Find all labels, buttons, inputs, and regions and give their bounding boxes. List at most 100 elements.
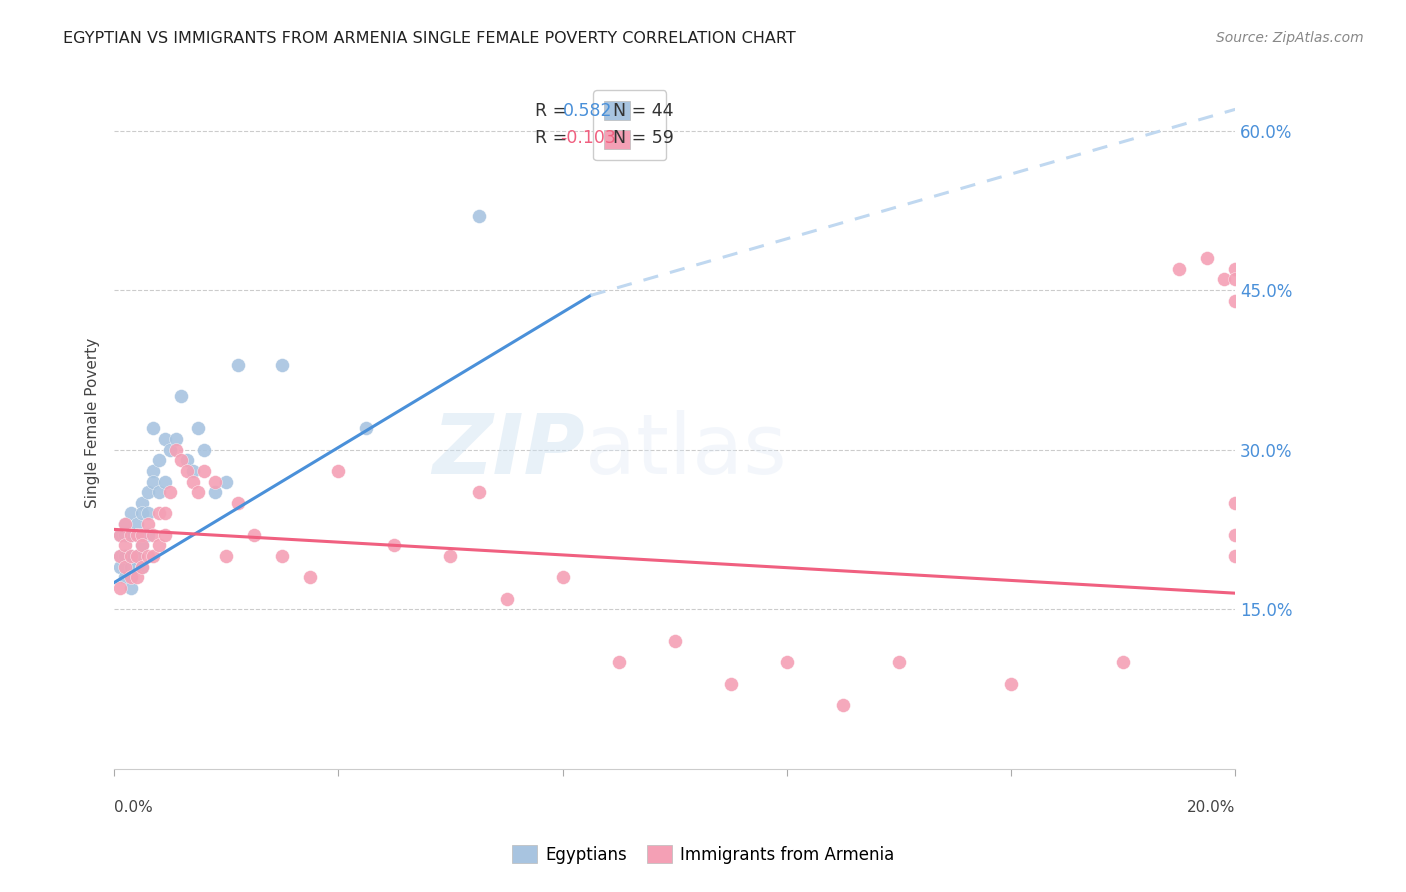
Point — [131, 538, 153, 552]
Point — [142, 475, 165, 489]
Legend:   ,   : , — [593, 90, 666, 161]
Point — [1168, 261, 1191, 276]
Text: 0.0%: 0.0% — [114, 800, 153, 814]
Point — [153, 527, 176, 541]
Legend: Egyptians, Immigrants from Armenia: Egyptians, Immigrants from Armenia — [505, 838, 901, 871]
Point — [170, 453, 193, 467]
Point — [131, 527, 153, 541]
Point — [776, 656, 799, 670]
Point — [1225, 527, 1247, 541]
Point — [356, 421, 378, 435]
Point — [1197, 251, 1219, 265]
Point — [664, 634, 686, 648]
Point — [114, 570, 136, 584]
Point — [165, 442, 187, 457]
Text: atlas: atlas — [585, 410, 787, 491]
Point — [125, 527, 148, 541]
Point — [125, 549, 148, 563]
Point — [193, 464, 215, 478]
Point — [125, 527, 148, 541]
Point — [114, 559, 136, 574]
Point — [204, 475, 226, 489]
Point — [136, 549, 159, 563]
Point — [120, 559, 142, 574]
Point — [551, 570, 574, 584]
Point — [125, 570, 148, 584]
Point — [226, 358, 249, 372]
Point — [120, 527, 142, 541]
Point — [131, 559, 153, 574]
Point — [1225, 496, 1247, 510]
Point — [187, 421, 209, 435]
Point — [299, 570, 322, 584]
Point — [114, 517, 136, 532]
Point — [120, 549, 142, 563]
Point — [125, 549, 148, 563]
Point — [720, 676, 742, 690]
Point — [271, 549, 294, 563]
Point — [1225, 549, 1247, 563]
Point — [148, 507, 170, 521]
Point — [120, 549, 142, 563]
Point — [131, 496, 153, 510]
Text: Source: ZipAtlas.com: Source: ZipAtlas.com — [1216, 31, 1364, 45]
Point — [108, 527, 131, 541]
Point — [153, 475, 176, 489]
Point — [108, 549, 131, 563]
Point — [384, 538, 406, 552]
Point — [328, 464, 350, 478]
Point — [226, 496, 249, 510]
Point — [114, 538, 136, 552]
Point — [153, 432, 176, 446]
Point — [193, 442, 215, 457]
Point — [467, 485, 489, 500]
Point — [148, 453, 170, 467]
Point — [131, 527, 153, 541]
Point — [136, 527, 159, 541]
Point — [148, 485, 170, 500]
Text: 0.582: 0.582 — [562, 102, 612, 120]
Point — [215, 549, 238, 563]
Point — [1112, 656, 1135, 670]
Point — [142, 464, 165, 478]
Point — [170, 389, 193, 403]
Point — [1000, 676, 1022, 690]
Point — [176, 453, 198, 467]
Text: R =: R = — [534, 102, 572, 120]
Point — [831, 698, 853, 712]
Point — [176, 464, 198, 478]
Point — [120, 507, 142, 521]
Point — [142, 421, 165, 435]
Point — [467, 209, 489, 223]
Point — [131, 538, 153, 552]
Point — [271, 358, 294, 372]
Point — [114, 527, 136, 541]
Point — [1225, 272, 1247, 286]
Text: R =: R = — [534, 129, 572, 147]
Point — [159, 485, 181, 500]
Point — [887, 656, 910, 670]
Point — [204, 485, 226, 500]
Point — [131, 559, 153, 574]
Point — [114, 517, 136, 532]
Point — [114, 549, 136, 563]
Y-axis label: Single Female Poverty: Single Female Poverty — [86, 338, 100, 508]
Point — [181, 475, 204, 489]
Point — [142, 527, 165, 541]
Point — [1225, 261, 1247, 276]
Point — [136, 517, 159, 532]
Point — [1225, 293, 1247, 308]
Point — [142, 549, 165, 563]
Text: N = 44: N = 44 — [602, 102, 673, 120]
Point — [181, 464, 204, 478]
Text: -0.103: -0.103 — [561, 129, 616, 147]
Point — [108, 559, 131, 574]
Point — [165, 432, 187, 446]
Point — [495, 591, 517, 606]
Point — [108, 549, 131, 563]
Point — [136, 485, 159, 500]
Point — [159, 442, 181, 457]
Point — [120, 570, 142, 584]
Point — [120, 581, 142, 595]
Text: ZIP: ZIP — [433, 410, 585, 491]
